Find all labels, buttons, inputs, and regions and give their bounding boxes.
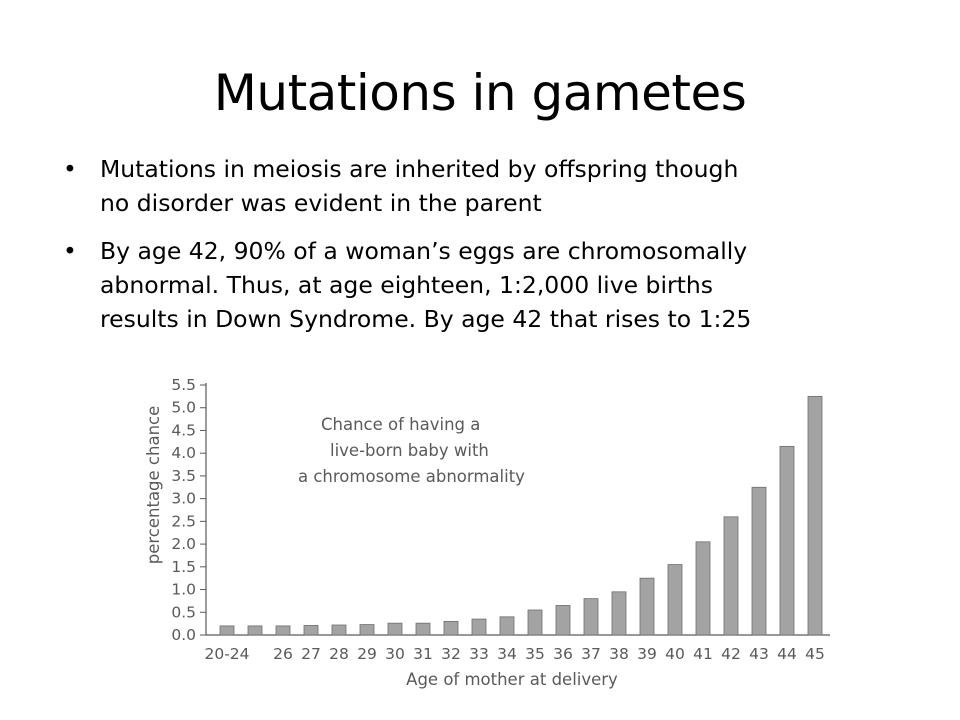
y-tick-label: 4.5 [171, 421, 196, 439]
bar-41 [695, 541, 711, 636]
x-tick-label: 33 [469, 645, 489, 663]
x-tick-label: 36 [553, 645, 573, 663]
bullet-item: • Mutations in meiosis are inherited by o… [63, 152, 908, 220]
bar-34 [499, 616, 515, 636]
y-tick-label: 1.0 [171, 581, 196, 599]
x-tick-label: 32 [441, 645, 461, 663]
x-tick-label: 42 [721, 645, 741, 663]
chart-annotation-line: a chromosome abnormality [298, 467, 525, 486]
y-tick-label: 5.5 [171, 376, 196, 394]
x-tick-label: 27 [301, 645, 321, 663]
bar-36 [555, 605, 571, 636]
chart: 0.0 0.5 1.0 1.5 2.0 2.5 3.0 3.5 4.0 4.5 5.0 5.5 20-2… [130, 375, 850, 700]
x-tick-label: 39 [637, 645, 657, 663]
x-tick-label: 28 [329, 645, 349, 663]
bullet-dot-icon: • [63, 155, 77, 183]
x-tick-label: 34 [497, 645, 517, 663]
bullet-item: • By age 42, 90% of a woman’s eggs are ch… [63, 234, 908, 336]
bullet-text-line: results in Down Syndrome. By age 42 that… [100, 305, 752, 333]
y-tick-label: 2.0 [171, 535, 196, 553]
bar-44 [779, 445, 795, 636]
x-tick-label: 31 [413, 645, 433, 663]
chart-svg: 0.0 0.5 1.0 1.5 2.0 2.5 3.0 3.5 4.0 4.5 5.0 5.5 20-2… [144, 376, 830, 689]
x-tick-label: 44 [777, 645, 797, 663]
x-axis-title: Age of mother at delivery [406, 670, 618, 689]
x-tick-label: 45 [805, 645, 825, 663]
bar-32 [443, 620, 459, 636]
bar-33 [471, 618, 487, 636]
y-tick-label: 0.5 [171, 603, 196, 621]
y-tick-label: 3.5 [171, 467, 196, 485]
bullet-text-line: Mutations in meiosis are inherited by of… [100, 155, 739, 183]
y-tick-label: 4.0 [171, 444, 196, 462]
bullet-text-line: abnormal. Thus, at age eighteen, 1:2,000… [100, 271, 713, 299]
y-tick-label: 3.0 [171, 490, 196, 508]
y-tick-label: 1.5 [171, 558, 196, 576]
y-tick-label: 5.0 [171, 399, 196, 417]
bar-28 [331, 624, 347, 636]
x-tick-label: 30 [385, 645, 405, 663]
y-axis-title: percentage chance [144, 406, 163, 565]
x-tick-label: 20-24 [204, 645, 249, 663]
bar-43 [751, 486, 767, 636]
bar-35 [527, 609, 543, 636]
bullet-dot-icon: • [63, 237, 77, 265]
bar-27 [303, 625, 319, 636]
bar-20-24 [219, 625, 235, 636]
bullet-text-line: no disorder was evident in the parent [100, 189, 542, 217]
chart-annotation-line: live-born baby with [330, 441, 489, 460]
y-tick-label: 2.5 [171, 512, 196, 530]
bar-37 [583, 598, 599, 636]
x-tick-label: 26 [273, 645, 293, 663]
bar-29 [359, 624, 375, 636]
chart-annotation-line: Chance of having a [321, 415, 480, 434]
bar-38 [611, 591, 627, 636]
bar-40 [667, 564, 683, 636]
bar-42 [723, 516, 739, 636]
bar-26 [275, 625, 291, 636]
bar-25 [247, 625, 263, 636]
bullet-list: • Mutations in meiosis are inherited by o… [63, 152, 908, 350]
bar-31 [415, 622, 431, 636]
y-tick-label: 0.0 [171, 626, 196, 644]
x-tick-label: 37 [581, 645, 601, 663]
x-tick-label: 29 [357, 645, 377, 663]
slide-title: Mutations in gametes [213, 64, 747, 122]
x-tick-label: 35 [525, 645, 545, 663]
x-tick-label: 40 [665, 645, 685, 663]
x-tick-label: 41 [693, 645, 713, 663]
bar-39 [639, 577, 655, 636]
x-tick-label: 38 [609, 645, 629, 663]
bullet-text-line: By age 42, 90% of a woman’s eggs are chr… [100, 237, 748, 265]
bar-30 [387, 622, 403, 636]
bar-45 [807, 395, 823, 636]
x-tick-label: 43 [749, 645, 769, 663]
